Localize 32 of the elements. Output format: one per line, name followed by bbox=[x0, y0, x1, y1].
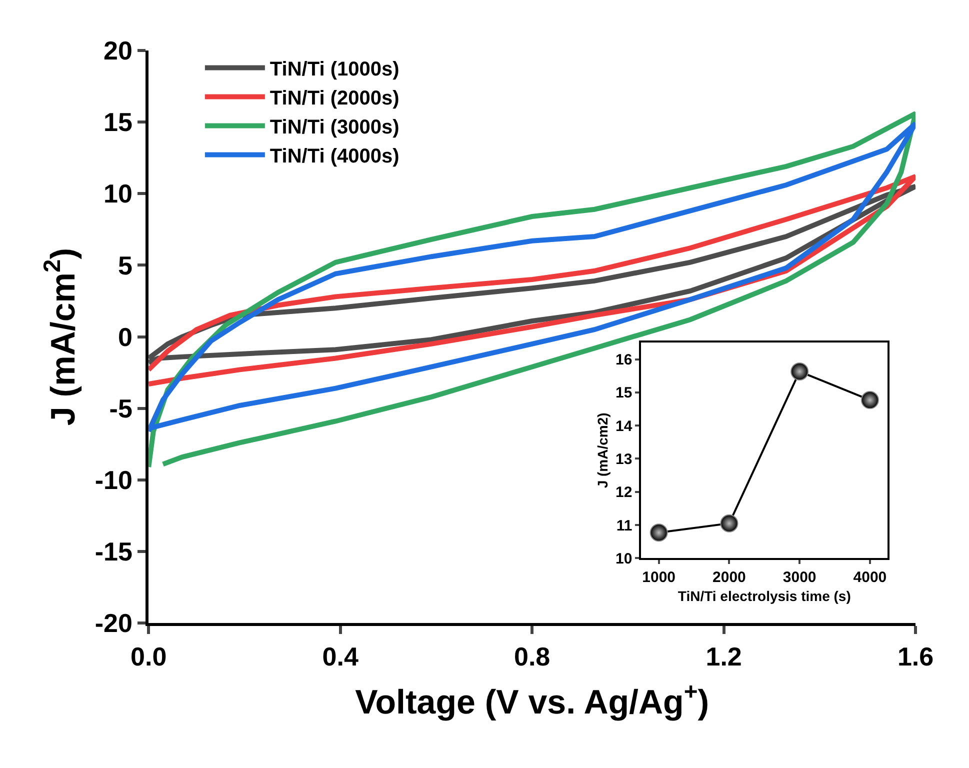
y-tick-label: -10 bbox=[94, 465, 132, 496]
legend-label: TiN/Ti (2000s) bbox=[270, 88, 400, 110]
y-tick-label: 15 bbox=[616, 384, 632, 402]
y-tick-label: 16 bbox=[616, 352, 632, 368]
y-tick-label: 20 bbox=[104, 36, 132, 66]
y-tick-label: -5 bbox=[109, 393, 132, 424]
x-tick-label: 1.2 bbox=[706, 641, 742, 672]
y-tick-label: -20 bbox=[94, 608, 132, 638]
y-tick-label: -15 bbox=[94, 536, 132, 567]
x-tick-label: 3000 bbox=[782, 569, 816, 586]
y-axis-title: J (mA/cm2) bbox=[594, 412, 611, 488]
legend-label: TiN/Ti (3000s) bbox=[270, 116, 400, 139]
x-tick-label: 0.0 bbox=[130, 641, 167, 672]
x-axis-title: Voltage (V vs. Ag/Ag$^{+}$) bbox=[355, 678, 710, 722]
y-tick-label: 12 bbox=[616, 484, 632, 502]
y-tick-label: 10 bbox=[104, 178, 132, 209]
y-tick-label: 15 bbox=[104, 107, 132, 138]
legend-label: TiN/Ti (1000s) bbox=[270, 58, 400, 81]
y-tick-label: 11 bbox=[616, 517, 632, 534]
y-tick-label: 0 bbox=[118, 322, 132, 352]
x-tick-label: 0.4 bbox=[322, 641, 359, 672]
x-axis-title: TiN/Ti electrolysis time (s) bbox=[678, 588, 851, 604]
y-tick-label: 13 bbox=[616, 450, 632, 468]
x-tick-label: 0.8 bbox=[514, 641, 550, 672]
y-tick-label: 5 bbox=[118, 250, 132, 280]
x-tick-label: 4000 bbox=[853, 569, 887, 586]
x-tick-label: 1000 bbox=[642, 569, 676, 586]
legend-label: TiN/Ti (4000s) bbox=[270, 146, 400, 168]
x-tick-label: 2000 bbox=[712, 569, 746, 586]
y-tick-label: 14 bbox=[616, 418, 633, 435]
x-tick-label: 1.6 bbox=[897, 641, 934, 672]
y-tick-label: 10 bbox=[616, 550, 632, 568]
